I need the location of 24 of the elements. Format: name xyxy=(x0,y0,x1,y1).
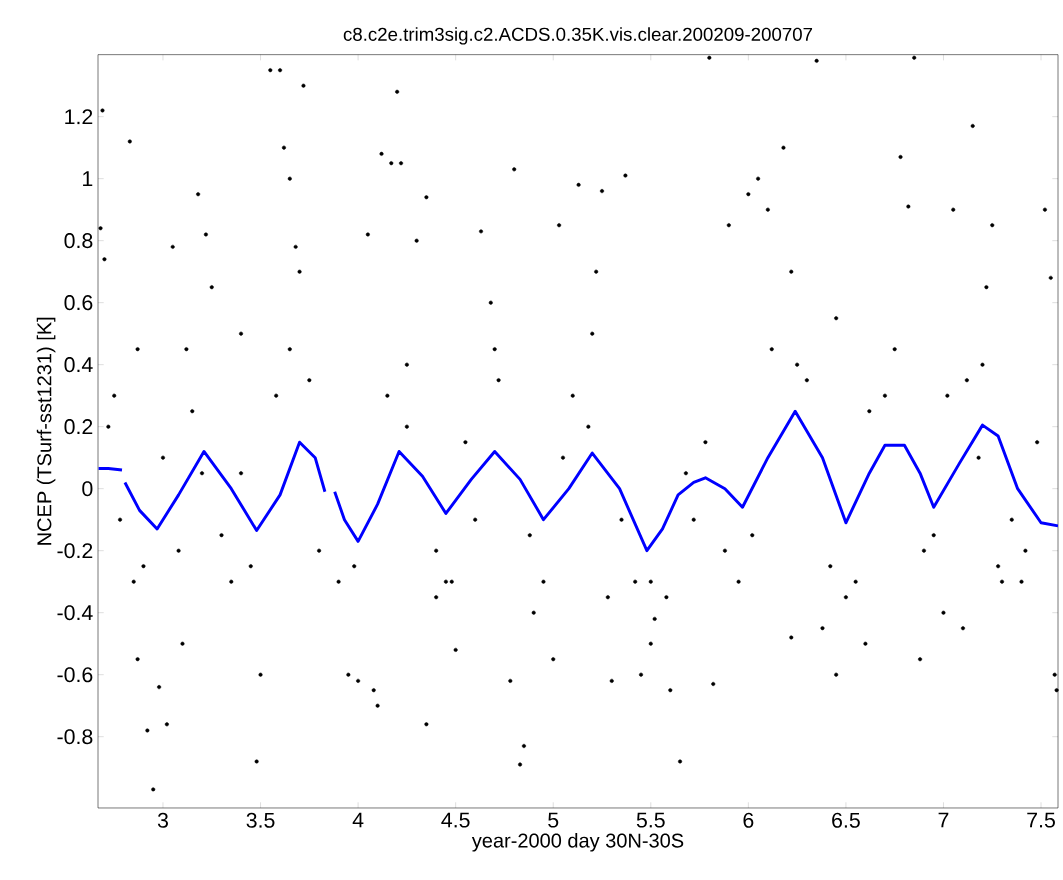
y-tick-label: 0 xyxy=(82,481,93,497)
y-tick-label: -0.6 xyxy=(57,667,93,683)
x-tick-label: 3.5 xyxy=(246,812,275,828)
y-tick-label: 0.8 xyxy=(64,233,93,249)
y-tick-label: 0.4 xyxy=(64,357,93,373)
x-tick-label: 4.5 xyxy=(441,812,470,828)
x-tick-label: 3 xyxy=(157,812,168,828)
y-tick-label: 0.6 xyxy=(64,295,93,311)
y-tick-label: -0.4 xyxy=(57,605,93,621)
y-axis-title: NCEP (TSurf-sst1231) [K] xyxy=(36,317,56,545)
chart-title: c8.c2e.trim3sig.c2.ACDS.0.35K.vis.clear.200209-200707 xyxy=(343,27,813,45)
x-tick-label: 7 xyxy=(938,812,949,828)
x-tick-label: 4 xyxy=(352,812,364,828)
x-tick-label: 5 xyxy=(548,812,559,828)
x-axis-title: year-2000 day 30N-30S xyxy=(471,832,684,852)
y-tick-label: 0.2 xyxy=(64,419,93,435)
x-tick-label: 6.5 xyxy=(832,812,860,828)
x-tick-label: 7.5 xyxy=(1027,812,1055,828)
x-tick-label: 6 xyxy=(743,812,754,828)
y-tick-label: 1.2 xyxy=(65,109,93,125)
y-tick-label: -0.2 xyxy=(57,543,93,559)
y-tick-label: -0.8 xyxy=(57,729,93,745)
y-tick-label: 1 xyxy=(83,171,93,186)
x-tick-label: 5.5 xyxy=(636,812,665,828)
